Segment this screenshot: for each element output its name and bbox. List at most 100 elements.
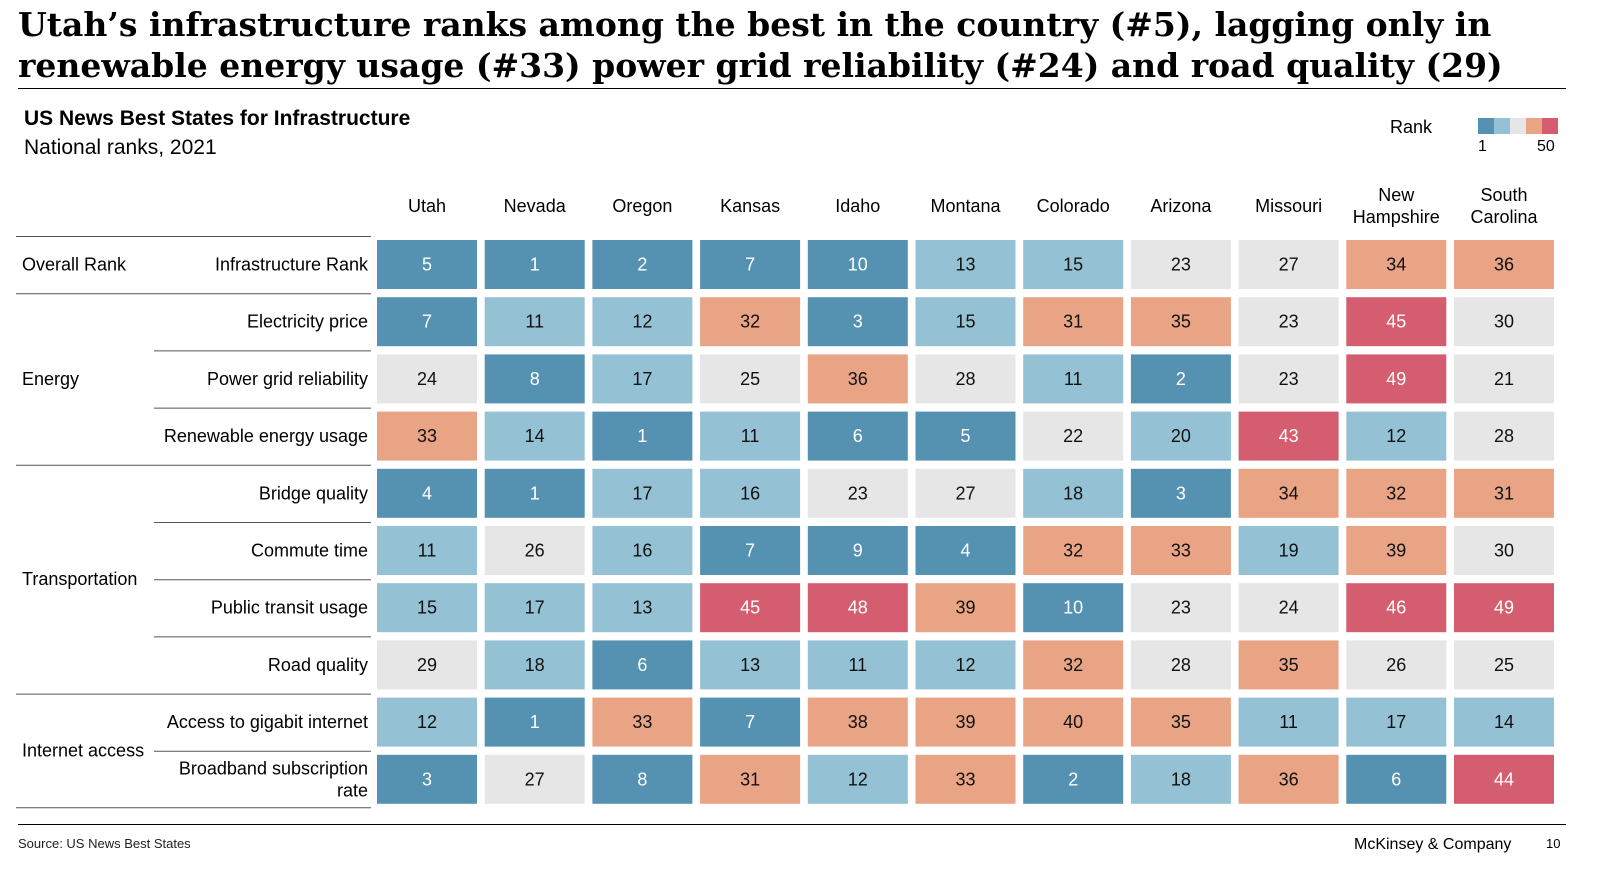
- heatmap-cell: [1023, 697, 1124, 747]
- heatmap-cell: [1130, 240, 1231, 289]
- cell-value-label: 7: [745, 712, 755, 732]
- heatmap-cell: [1238, 640, 1339, 690]
- heatmap-cell: [700, 468, 801, 518]
- cell-value-label: 14: [525, 426, 545, 446]
- cell-value-label: 3: [1176, 483, 1186, 503]
- heatmap-cell: [1130, 583, 1231, 633]
- legend-title: Rank: [1390, 117, 1433, 137]
- cell-value-label: 27: [955, 483, 975, 503]
- footer-rule: [18, 824, 1566, 825]
- heatmap-cell: [1023, 526, 1124, 575]
- row-label-public-transit-usage: Public transit usage: [211, 598, 368, 618]
- heatmap-cell: [1454, 240, 1554, 289]
- group-label-transportation: Transportation: [22, 569, 137, 589]
- heatmap-cell: [484, 526, 585, 575]
- heatmap-cell: [1130, 468, 1231, 518]
- cell-value-label: 10: [1063, 598, 1083, 618]
- cell-value-label: 28: [955, 369, 975, 389]
- heatmap-cell: [1454, 526, 1554, 575]
- heatmap-cell: [592, 526, 693, 575]
- heatmap-cell: [592, 354, 693, 404]
- heatmap-cell: [1023, 583, 1124, 633]
- column-header-colorado: Colorado: [1037, 196, 1110, 216]
- heatmap-cell: [1454, 697, 1554, 747]
- cell-value-label: 30: [1494, 541, 1514, 561]
- heatmap-cell: [1454, 411, 1554, 461]
- heatmap-cell: [1238, 354, 1339, 404]
- heatmap-cell: [484, 640, 585, 690]
- heatmap-cell: [915, 411, 1016, 461]
- chart-subtitle: National ranks, 2021: [24, 136, 217, 159]
- cell-value-label: 13: [632, 598, 652, 618]
- cell-value-label: 13: [740, 655, 760, 675]
- heatmap-cell: [1238, 468, 1339, 518]
- cell-value-label: 13: [955, 255, 975, 275]
- cell-value-label: 15: [1063, 255, 1083, 275]
- cell-value-label: 12: [955, 655, 975, 675]
- heatmap-cell: [1454, 354, 1554, 404]
- cell-value-label: 31: [1063, 312, 1083, 332]
- heatmap-cell: [592, 697, 693, 747]
- column-header-kansas: Kansas: [720, 196, 780, 216]
- cell-value-label: 3: [422, 769, 432, 789]
- heatmap-cell: [1130, 640, 1231, 690]
- column-header-south-carolina: South Carolina: [1470, 185, 1538, 227]
- heatmap-cell: [377, 297, 477, 347]
- row-label-power-grid-reliability: Power grid reliability: [207, 369, 368, 389]
- cell-value-label: 9: [853, 541, 863, 561]
- heatmap-cell: [1023, 468, 1124, 518]
- heatmap-cell: [592, 583, 693, 633]
- heatmap-cell: [1346, 526, 1447, 575]
- footer-page-number: 10: [1546, 836, 1561, 851]
- cell-value-label: 1: [637, 426, 647, 446]
- group-label-energy: Energy: [22, 369, 79, 389]
- cell-value-label: 35: [1171, 712, 1191, 732]
- heatmap-cell: [700, 240, 801, 289]
- cell-value-label: 2: [1068, 769, 1078, 789]
- cell-value-label: 15: [955, 312, 975, 332]
- heatmap-cell: [915, 297, 1016, 347]
- heatmap-cell: [807, 240, 908, 289]
- cell-value-label: 11: [848, 655, 867, 675]
- cell-value-label: 18: [1171, 769, 1191, 789]
- heatmap-cell: [807, 354, 908, 404]
- cell-value-label: 11: [1064, 369, 1083, 389]
- heatmap-cell: [1346, 297, 1447, 347]
- heatmap-cell: [1238, 411, 1339, 461]
- heatmap-cell: [1238, 754, 1339, 804]
- heatmap-cell: [1346, 754, 1447, 804]
- heatmap-cell: [700, 354, 801, 404]
- cell-value-label: 30: [1494, 312, 1514, 332]
- heatmap-cell: [807, 754, 908, 804]
- heatmap-cell: [1023, 297, 1124, 347]
- cell-value-label: 11: [741, 426, 760, 446]
- cell-value-label: 18: [525, 655, 545, 675]
- row-label-renewable-energy-usage: Renewable energy usage: [164, 426, 368, 446]
- cell-value-label: 32: [1063, 541, 1083, 561]
- heatmap-cell: [1023, 754, 1124, 804]
- column-header-arizona: Arizona: [1150, 196, 1212, 216]
- cell-value-label: 40: [1063, 712, 1083, 732]
- cell-value-label: 4: [422, 483, 432, 503]
- heatmap-cell: [592, 468, 693, 518]
- heatmap-cell: [1130, 526, 1231, 575]
- cell-value-label: 23: [1171, 598, 1191, 618]
- row-label-road-quality: Road quality: [268, 655, 368, 675]
- cell-value-label: 46: [1386, 598, 1406, 618]
- column-header-nevada: Nevada: [504, 196, 567, 216]
- cell-value-label: 36: [848, 369, 868, 389]
- heatmap-cell: [484, 297, 585, 347]
- cell-value-label: 35: [1171, 312, 1191, 332]
- heatmap-cell: [377, 411, 477, 461]
- heatmap-cell: [592, 640, 693, 690]
- cell-value-label: 8: [637, 769, 647, 789]
- group-label-internet-access: Internet access: [22, 741, 144, 761]
- legend-color-bar: [1478, 118, 1558, 134]
- cell-value-label: 49: [1494, 598, 1514, 618]
- cell-value-label: 49: [1386, 369, 1406, 389]
- heatmap-cell: [1238, 697, 1339, 747]
- heatmap-cell: [807, 640, 908, 690]
- cell-value-label: 19: [1279, 541, 1299, 561]
- heatmap-cell: [915, 526, 1016, 575]
- heatmap-cell: [915, 583, 1016, 633]
